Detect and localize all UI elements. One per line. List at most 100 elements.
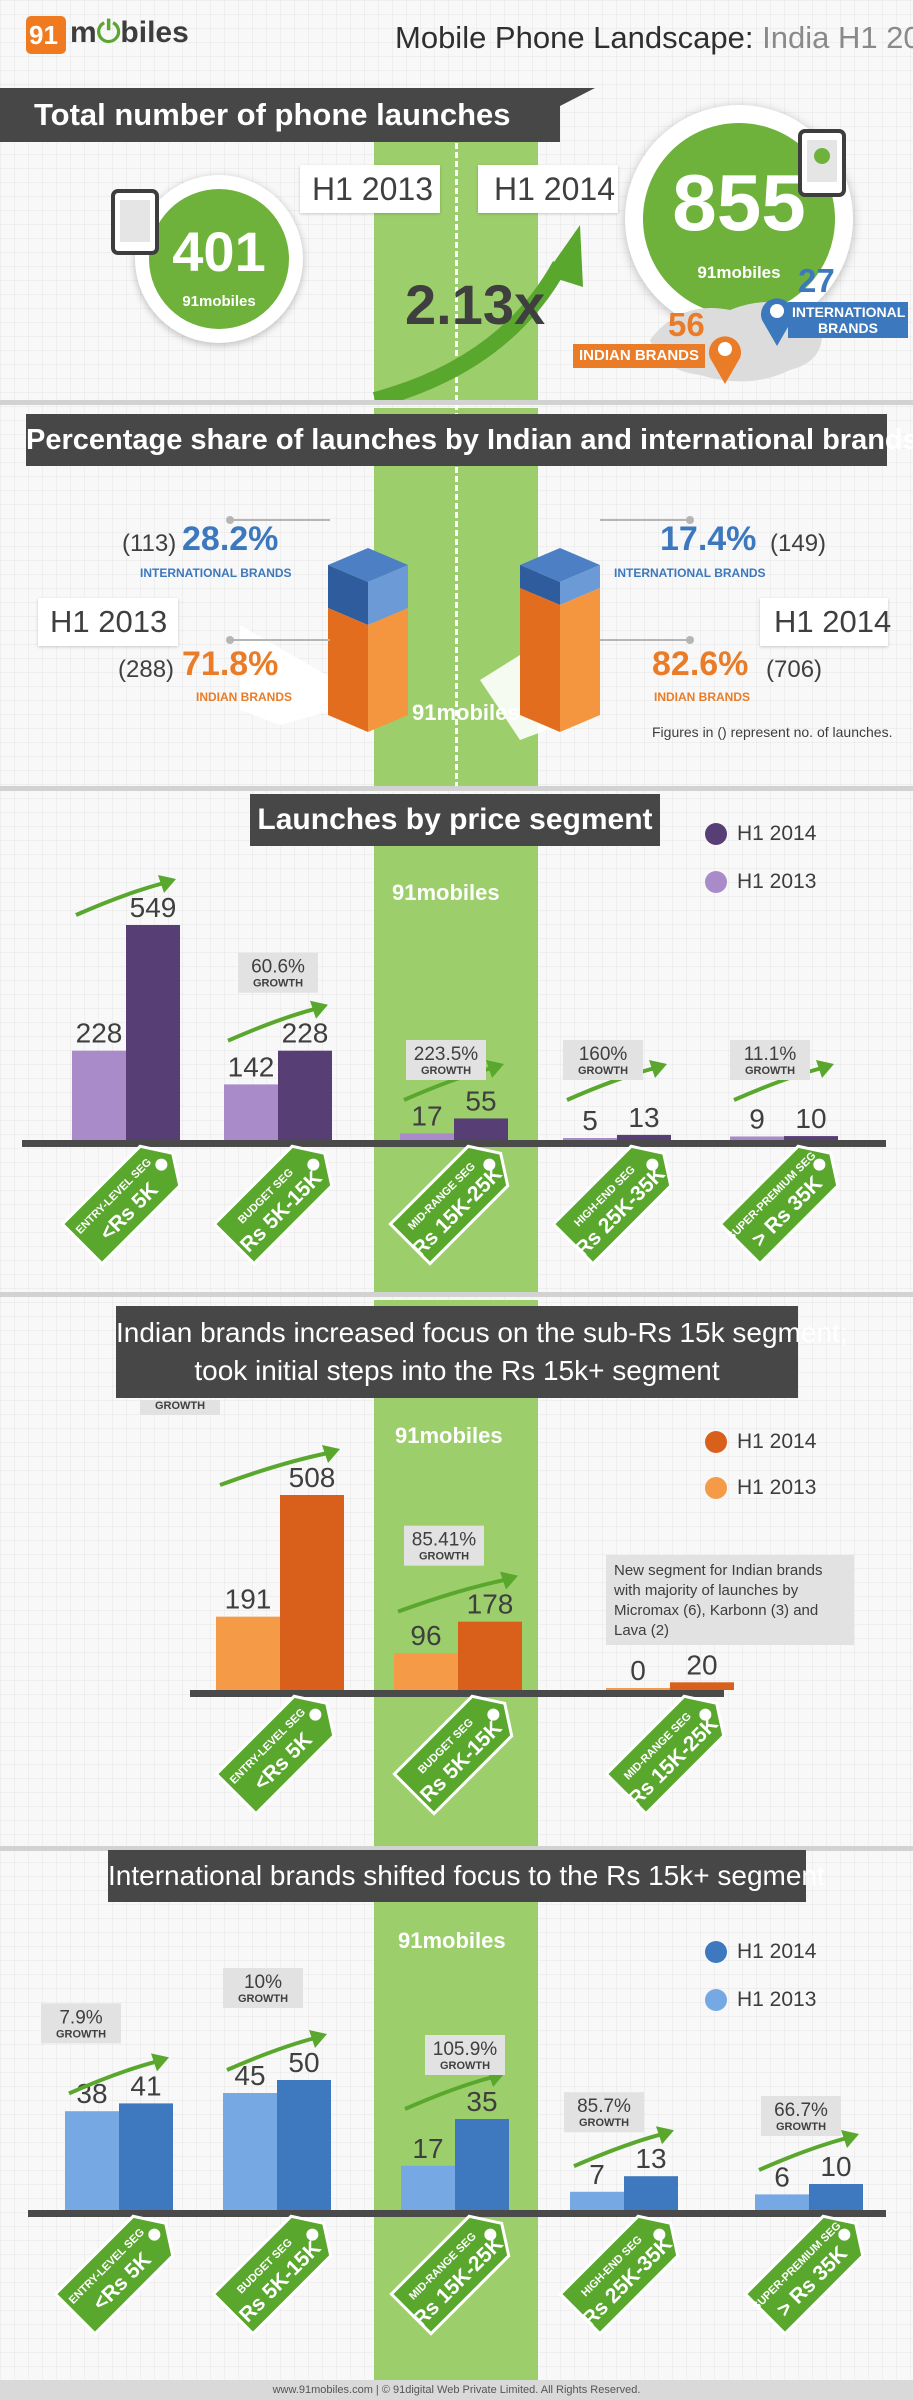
bar-2014 xyxy=(277,2080,331,2210)
growth-word: GROWTH xyxy=(253,978,303,990)
bar-value-2014: 41 xyxy=(130,2070,161,2101)
count-2014-circle: 855 91mobiles xyxy=(625,105,853,333)
tag-hole xyxy=(838,2228,851,2241)
tag-shape xyxy=(60,1144,182,1266)
legend-swatch xyxy=(705,1477,727,1499)
tag-hole xyxy=(309,1708,322,1721)
legend-swatch xyxy=(705,871,727,893)
bar-2013 xyxy=(570,2191,624,2210)
growth-value: 10% xyxy=(244,1972,282,1993)
growth-word: GROWTH xyxy=(579,2117,629,2129)
growth-arrowhead xyxy=(310,1000,328,1019)
bar-value-2013: 9 xyxy=(749,1103,765,1134)
watermark-logo: 91mobiles xyxy=(392,880,500,905)
segment-tag: ENTRY-LEVEL SEG<Rs 5K xyxy=(214,1694,336,1816)
growth-word: GROWTH xyxy=(56,2028,106,2040)
legend-item-2014: H1 2014 xyxy=(705,1430,816,1454)
growth-box xyxy=(761,2096,841,2136)
growth-arrow xyxy=(397,1577,507,1614)
legend-item-2014: H1 2014 xyxy=(705,822,816,846)
bar-value-2013: 17 xyxy=(412,2133,443,2164)
growth-word: GROWTH xyxy=(578,1065,628,1077)
logo-text: m⏻biles xyxy=(70,16,189,50)
x-axis xyxy=(28,2210,886,2217)
intl-brand-count: 27 xyxy=(798,262,835,299)
legend-swatch xyxy=(705,823,727,845)
share-cubes xyxy=(226,516,694,740)
tag-hole xyxy=(484,2228,497,2241)
intl-brand-label-line2: BRANDS xyxy=(818,320,878,336)
section-divider xyxy=(0,400,913,405)
growth-arrowhead xyxy=(656,2126,674,2145)
watermark-logo: 91mobiles xyxy=(395,1423,503,1448)
h1-2013-label: H1 2013 xyxy=(312,171,433,207)
power-icon: ⏻ xyxy=(96,16,121,49)
bar-value-2014: 13 xyxy=(635,2143,666,2174)
bar-2013 xyxy=(65,2111,119,2210)
page-title: Mobile Phone Landscape: India H1 2014 xyxy=(395,20,913,56)
bar-2013 xyxy=(223,2093,277,2210)
tag-hole xyxy=(646,1158,659,1171)
bar-value-2014: 10 xyxy=(820,2151,851,2182)
growth-word: GROWTH xyxy=(419,1551,469,1563)
watermark-logo: 91mobiles xyxy=(398,1928,506,1953)
growth-arrow xyxy=(566,1066,656,1102)
segment-tag: ENTRY-LEVEL SEG<Rs 5K xyxy=(53,2214,175,2336)
tag-shape xyxy=(558,2214,680,2336)
h1-2014-label: H1 2014 xyxy=(494,171,615,207)
count-2013-inner: 401 91mobiles xyxy=(149,189,289,329)
legend-item-2013: H1 2013 xyxy=(705,1476,816,1500)
growth-word: GROWTH xyxy=(776,2121,826,2133)
tag-shape xyxy=(551,1144,673,1266)
left-indian-label: INDIAN BRANDS xyxy=(196,690,292,704)
legend-swatch xyxy=(705,1941,727,1963)
legend-label: H1 2014 xyxy=(737,1940,817,1963)
tag-hole xyxy=(653,2228,666,2241)
growth-arrowhead xyxy=(322,1445,340,1463)
growth-word: GROWTH xyxy=(155,1400,205,1412)
growth-arrow xyxy=(219,1451,329,1487)
growth-value: 7.9% xyxy=(59,2007,102,2028)
left-intl-count: (113) xyxy=(122,530,177,557)
growth-arrow xyxy=(372,225,583,405)
circle-logo: 91mobiles xyxy=(697,263,781,282)
bar-2014 xyxy=(809,2184,863,2210)
watermark-logo: 91mobiles xyxy=(412,700,520,725)
legend-label: H1 2013 xyxy=(737,1476,817,1499)
new-segment-note: New segment for Indian brands with major… xyxy=(606,1555,854,1645)
segment-tag: SUPER-PREMIUM SEG> Rs 35K xyxy=(718,1144,840,1266)
growth-arrow xyxy=(226,2036,316,2072)
growth-arrowhead xyxy=(816,1060,834,1078)
bar-2013 xyxy=(755,2194,809,2210)
growth-arrowhead xyxy=(158,875,176,893)
growth-arrow xyxy=(404,2075,494,2111)
bar-value-2014: 20 xyxy=(686,1649,717,1680)
legend-label: H1 2013 xyxy=(737,870,817,893)
bar-2013 xyxy=(216,1616,280,1690)
section-divider xyxy=(0,786,913,791)
bar-2014 xyxy=(455,2119,509,2210)
tag-hole xyxy=(487,1708,500,1721)
left-intl-pct: 28.2% xyxy=(182,520,279,558)
growth-arrow xyxy=(75,881,165,917)
growth-arrowhead xyxy=(841,2130,859,2148)
tag-shape xyxy=(743,2214,865,2336)
section4-title-line2: took initial steps into the Rs 15k+ segm… xyxy=(194,1355,720,1386)
indian-brand-label: INDIAN BRANDS xyxy=(573,344,705,368)
bar-2013 xyxy=(224,1084,278,1140)
bar-value-2013: 7 xyxy=(589,2159,605,2190)
growth-value: 105.9% xyxy=(433,2039,498,2060)
right-period-box: H1 2014 xyxy=(760,598,891,646)
logo-text-rest: biles xyxy=(120,16,189,49)
growth-arrowhead xyxy=(151,2053,169,2072)
growth-value: 223.5% xyxy=(414,1044,479,1065)
growth-value: 85.7% xyxy=(577,2096,631,2117)
bar-value-2014: 35 xyxy=(466,2086,497,2117)
